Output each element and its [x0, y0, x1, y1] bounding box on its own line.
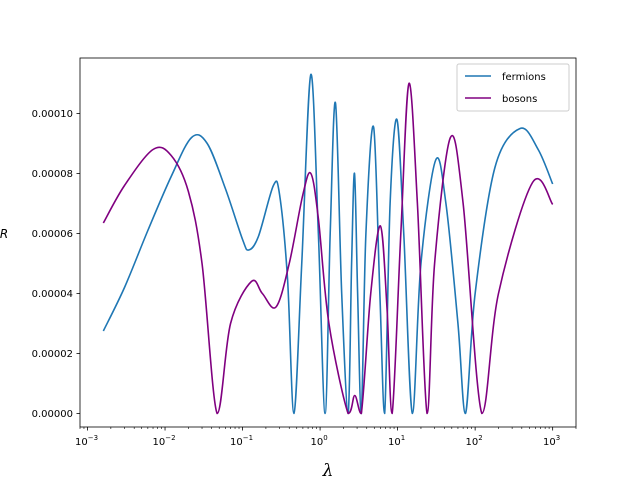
series-layer [102, 73, 554, 415]
y-tick-label: 0.00000 [32, 409, 73, 420]
x-axis: 10−3 10−2 10−1 100 101 102 103 [75, 427, 577, 448]
y-tick-label: 0.00010 [32, 109, 73, 120]
legend: fermions bosons [456, 63, 570, 112]
series-line-bosons [102, 82, 554, 415]
x-axis-label: λ [322, 461, 334, 480]
plot-frame [79, 57, 577, 428]
y-tick-label: 0.00008 [32, 169, 73, 180]
y-axis-label: R [0, 227, 8, 241]
y-tick-label: 0.00004 [32, 289, 73, 300]
legend-label-bosons: bosons [502, 94, 537, 105]
x-tick-label: 10−1 [230, 434, 253, 448]
y-tick-label: 0.00006 [32, 229, 73, 240]
x-tick-label: 10−3 [75, 434, 98, 448]
x-tick-label: 100 [310, 434, 327, 448]
x-tick-label: 103 [543, 434, 560, 448]
y-axis: 0.00000 0.00002 0.00004 0.00006 0.00008 0.000… [32, 109, 80, 420]
legend-label-fermions: fermions [502, 72, 546, 83]
series-line-fermions [102, 73, 554, 415]
y-tick-label: 0.00002 [32, 349, 73, 360]
x-tick-label: 101 [388, 434, 405, 448]
x-tick-label: 10−2 [153, 434, 176, 448]
x-tick-label: 102 [466, 434, 483, 448]
